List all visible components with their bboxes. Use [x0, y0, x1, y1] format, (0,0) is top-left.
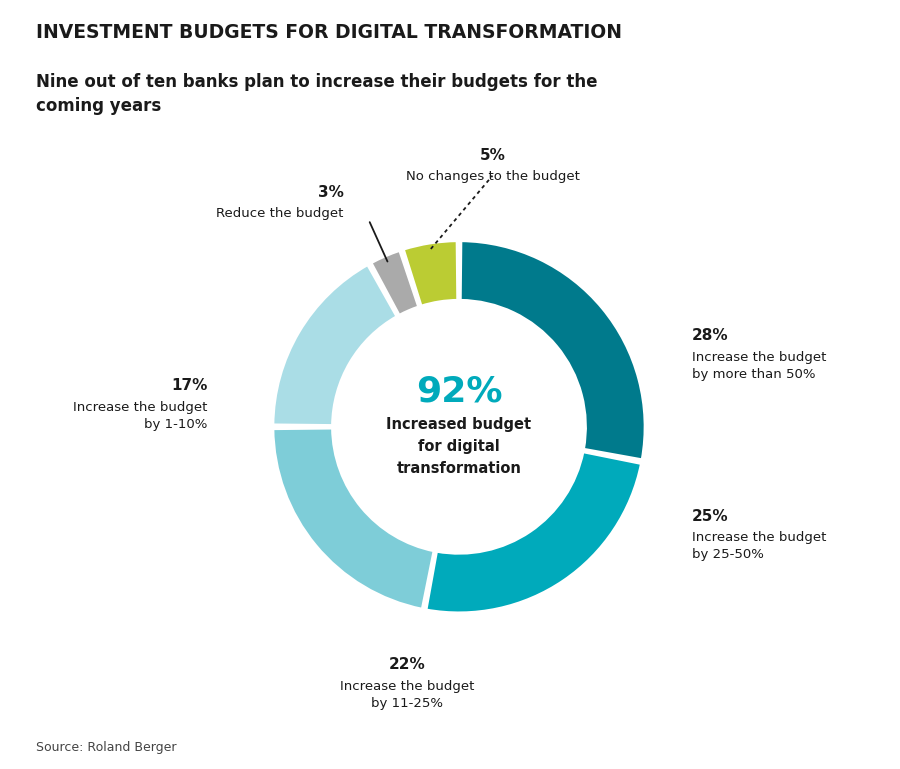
Text: Increased budget
for digital
transformation: Increased budget for digital transformat…	[386, 418, 532, 476]
Text: Source: Roland Berger: Source: Roland Berger	[36, 741, 176, 754]
Text: 25%: 25%	[691, 508, 728, 524]
Text: 3%: 3%	[318, 185, 344, 200]
Text: Reduce the budget: Reduce the budget	[216, 208, 344, 220]
Text: Increase the budget
by 11-25%: Increase the budget by 11-25%	[339, 680, 474, 710]
Text: 22%: 22%	[389, 657, 426, 672]
Wedge shape	[403, 241, 458, 306]
Text: 92%: 92%	[416, 375, 502, 408]
Wedge shape	[460, 241, 645, 460]
Wedge shape	[371, 251, 418, 315]
Wedge shape	[273, 265, 397, 425]
Text: 28%: 28%	[691, 328, 728, 343]
Text: 5%: 5%	[480, 148, 506, 162]
Wedge shape	[273, 428, 434, 609]
Text: 17%: 17%	[172, 378, 208, 393]
Text: No changes to the budget: No changes to the budget	[406, 170, 580, 183]
Wedge shape	[426, 452, 642, 613]
Text: Increase the budget
by more than 50%: Increase the budget by more than 50%	[691, 351, 826, 381]
Text: Increase the budget
by 25-50%: Increase the budget by 25-50%	[691, 531, 826, 561]
Text: Nine out of ten banks plan to increase their budgets for the
coming years: Nine out of ten banks plan to increase t…	[36, 73, 598, 115]
Text: INVESTMENT BUDGETS FOR DIGITAL TRANSFORMATION: INVESTMENT BUDGETS FOR DIGITAL TRANSFORM…	[36, 23, 622, 42]
Text: Increase the budget
by 1-10%: Increase the budget by 1-10%	[74, 401, 208, 431]
